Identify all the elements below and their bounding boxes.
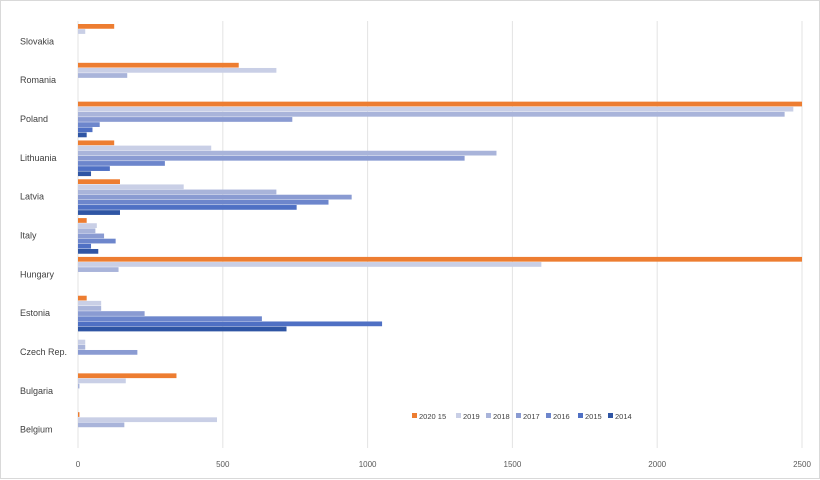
legend-swatch <box>578 413 583 418</box>
legend-item: 2016 <box>546 412 570 421</box>
legend-swatch <box>486 413 491 418</box>
bar-poland-2018 <box>78 111 785 117</box>
x-tick-label: 500 <box>216 460 230 469</box>
bar-czech-rep--2017 <box>78 349 138 355</box>
legend-item: 2019 <box>456 412 480 421</box>
bar-latvia-2018 <box>78 189 277 195</box>
bar-poland-2014 <box>78 132 87 138</box>
category-label: Bulgaria <box>20 386 53 396</box>
category-label: Latvia <box>20 192 44 202</box>
bar-latvia-2020-15 <box>78 179 120 185</box>
legend-label: 2019 <box>463 412 480 421</box>
x-tick-labels: 0 500 1000 1500 2000 2500 <box>76 460 812 469</box>
category-label: Czech Rep. <box>20 347 67 357</box>
legend-item: 2018 <box>486 412 510 421</box>
bar-romania-2019 <box>78 67 277 73</box>
legend: 2020 15 2019 2018 2017 2016 2015 2014 <box>412 412 632 421</box>
legend-item: 2014 <box>608 412 632 421</box>
bar-latvia-2015 <box>78 205 297 210</box>
bar-lithuania-2017 <box>78 155 465 161</box>
legend-label: 2016 <box>553 412 570 421</box>
bar-lithuania-2014 <box>78 171 92 177</box>
bar-belgium-2018 <box>78 422 125 428</box>
x-tick-label: 0 <box>76 460 81 469</box>
category-label: Belgium <box>20 425 53 435</box>
category-labels: Slovakia Romania Poland Lithuania Latvia Ital… <box>20 36 67 434</box>
bar-belgium-2020-15 <box>78 412 80 417</box>
category-label: Estonia <box>20 308 50 318</box>
legend-swatch <box>456 413 461 418</box>
legend-item: 2015 <box>578 412 602 421</box>
bar-slovakia-2019 <box>78 29 86 34</box>
bar-estonia-2015 <box>78 321 383 327</box>
x-tick-label: 1000 <box>359 460 377 469</box>
category-label: Poland <box>20 114 48 124</box>
bar-italy-2016 <box>78 238 116 244</box>
bar-lithuania-2015 <box>78 166 110 171</box>
legend-label: 2015 <box>585 412 602 421</box>
legend-swatch <box>546 413 551 418</box>
bar-estonia-2018 <box>78 306 102 311</box>
gridlines <box>77 21 803 448</box>
legend-label: 2018 <box>493 412 510 421</box>
bar-italy-2017 <box>78 233 105 239</box>
bar-slovakia-2020-15 <box>78 24 115 29</box>
bar-lithuania-2016 <box>78 161 165 166</box>
bar-latvia-2019 <box>78 184 184 190</box>
bar-hungary-2019 <box>78 262 542 267</box>
bar-hungary-2018 <box>78 267 119 272</box>
legend-label: 2020 15 <box>419 412 446 421</box>
legend-item: 2017 <box>516 412 540 421</box>
bar-poland-2019 <box>78 106 794 112</box>
bar-romania-2020-15 <box>78 62 239 68</box>
bar-lithuania-2019 <box>78 145 212 151</box>
bar-hungary-2020-15 <box>78 256 802 262</box>
bar-lithuania-2018 <box>78 150 497 156</box>
legend-item: 2020 15 <box>412 412 446 421</box>
bar-czech-rep--2019 <box>78 339 86 345</box>
bar-italy-2019 <box>78 223 97 228</box>
legend-swatch <box>608 413 613 418</box>
bar-estonia-2019 <box>78 300 102 306</box>
legend-label: 2017 <box>523 412 540 421</box>
legend-swatch <box>516 413 521 418</box>
bar-poland-2020-15 <box>78 101 802 107</box>
bar-estonia-2020-15 <box>78 295 87 301</box>
bar-latvia-2017 <box>78 194 352 200</box>
x-tick-label: 2000 <box>648 460 666 469</box>
bar-poland-2016 <box>78 122 100 127</box>
bar-bulgaria-2019 <box>78 378 126 384</box>
bar-estonia-2014 <box>78 326 287 332</box>
legend-label: 2014 <box>615 412 632 421</box>
bar-czech-rep--2018 <box>78 344 86 350</box>
bar-lithuania-2020-15 <box>78 140 115 146</box>
bar-italy-2018 <box>78 228 96 234</box>
category-label: Romania <box>20 75 56 85</box>
category-label: Italy <box>20 231 37 241</box>
legend-swatch <box>412 413 417 418</box>
bar-poland-2015 <box>78 127 93 133</box>
category-label: Lithuania <box>20 153 57 163</box>
bar-belgium-2019 <box>78 417 218 423</box>
bar-italy-2014 <box>78 248 99 254</box>
bar-estonia-2017 <box>78 311 145 316</box>
category-label: Hungary <box>20 269 55 279</box>
bar-romania-2018 <box>78 73 128 78</box>
bar-italy-2020-15 <box>78 218 87 223</box>
x-tick-label: 2500 <box>793 460 811 469</box>
bars <box>78 24 802 428</box>
bar-poland-2017 <box>78 117 293 122</box>
category-label: Slovakia <box>20 36 54 46</box>
x-tick-label: 1500 <box>504 460 522 469</box>
bar-bulgaria-2018 <box>78 383 80 389</box>
bar-italy-2015 <box>78 243 92 249</box>
bar-bulgaria-2020-15 <box>78 373 177 379</box>
bar-latvia-2016 <box>78 199 329 205</box>
bar-estonia-2016 <box>78 316 262 322</box>
bar-latvia-2014 <box>78 210 120 215</box>
